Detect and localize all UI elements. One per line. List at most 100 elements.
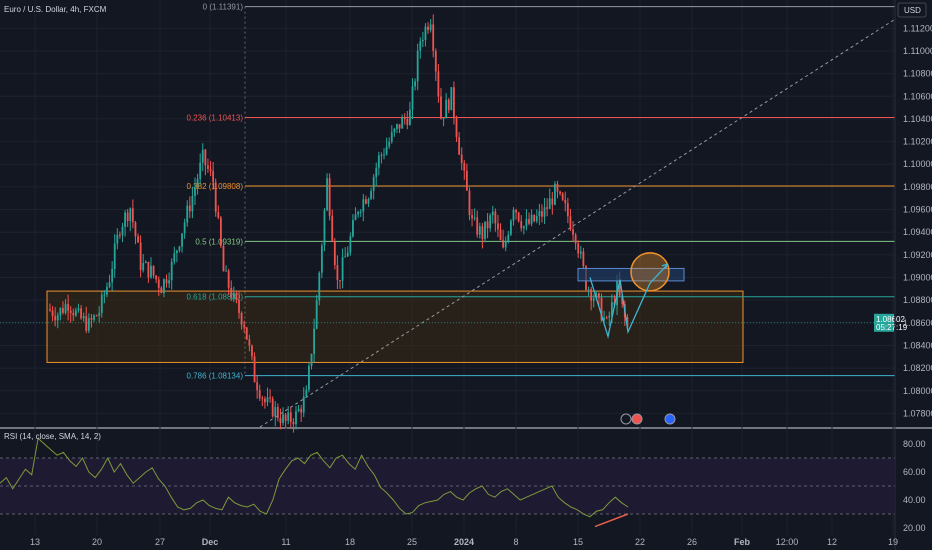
fib-level-label: 0.236 (1.10413) — [187, 113, 244, 122]
candle-body — [173, 253, 176, 262]
candle-body — [421, 39, 424, 42]
time-tick-label: 20 — [92, 537, 102, 547]
rsi-tick-label: 80.00 — [903, 439, 926, 449]
candle-body — [93, 315, 95, 320]
candle-body — [232, 292, 235, 298]
candle-body — [331, 215, 334, 242]
candle-body — [243, 324, 246, 328]
candle-body — [442, 118, 445, 120]
event-marker-icon — [631, 413, 643, 425]
candle-body — [437, 71, 440, 97]
candle-body — [468, 190, 471, 216]
candle-body — [339, 280, 341, 282]
candle-body — [484, 221, 486, 239]
candle-body — [227, 270, 230, 288]
candle-body — [432, 24, 435, 51]
candle-body — [380, 154, 383, 156]
candle-body — [434, 50, 437, 72]
time-tick-label: 13 — [30, 537, 40, 547]
candle-body — [344, 256, 347, 258]
candle-body — [326, 178, 328, 211]
candle-body — [323, 210, 326, 246]
time-tick-label: Dec — [202, 537, 219, 547]
candle-body — [515, 209, 517, 213]
candle-body — [525, 218, 528, 227]
candle-body — [282, 414, 284, 423]
candle-body — [308, 365, 310, 390]
time-tick-label: 2024 — [454, 537, 474, 547]
candle-body — [212, 171, 215, 183]
candle-body — [419, 41, 422, 51]
candle-body — [62, 308, 64, 313]
candle-body — [225, 270, 227, 272]
candle-body — [572, 229, 574, 235]
candle-body — [121, 226, 124, 236]
candle-body — [235, 292, 238, 300]
candle-body — [129, 208, 132, 222]
time-axis[interactable]: 13 20 27 Dec 11 18 25 2024 8 15 22 26 Feb 12:00 12 19 — [30, 537, 898, 547]
candle-body — [67, 304, 70, 311]
candle-body — [302, 396, 305, 413]
candle-body — [175, 250, 178, 254]
price-tick-label: 1.10400 — [903, 114, 932, 124]
candle-body — [447, 99, 450, 111]
candle-body — [478, 226, 481, 235]
candle-body — [98, 313, 101, 316]
candle-body — [465, 170, 468, 191]
candle-body — [139, 242, 142, 271]
candle-body — [349, 236, 352, 253]
event-marker-icon — [620, 413, 632, 425]
candle-body — [528, 218, 530, 224]
time-tick-label: Feb — [734, 537, 751, 547]
fib-level-label: 0.786 (1.08134) — [187, 372, 244, 381]
currency-badge[interactable] — [897, 2, 927, 18]
candle-body — [100, 294, 103, 314]
candle-body — [608, 315, 611, 318]
candle-body — [499, 229, 502, 240]
price-tick-label: 1.08200 — [903, 363, 932, 373]
candle-body — [579, 251, 582, 254]
time-tick-label: 12 — [827, 537, 837, 547]
candle-body — [256, 382, 259, 391]
candle-body — [85, 316, 88, 331]
candle-body — [512, 209, 515, 221]
candle-body — [165, 279, 168, 284]
candle-body — [178, 246, 181, 251]
candle-body — [150, 265, 152, 278]
support-zone-rect — [46, 290, 744, 363]
candle-body — [315, 300, 318, 329]
candle-body — [313, 328, 316, 355]
candle-body — [561, 193, 564, 200]
time-tick-label: 15 — [573, 537, 583, 547]
candle-body — [320, 245, 323, 273]
candle-body — [191, 195, 194, 212]
candle-body — [543, 207, 546, 217]
candle-body — [393, 128, 396, 133]
currency-label: USD — [904, 6, 921, 15]
candle-body — [364, 199, 367, 204]
candle-body — [217, 211, 220, 218]
candle-body — [352, 220, 354, 237]
candle-body — [152, 265, 155, 276]
fib-level-label: 0 (1.11391) — [203, 3, 244, 12]
candle-body — [289, 412, 292, 423]
candle-body — [119, 234, 121, 236]
candle-body — [305, 389, 308, 397]
candle-body — [559, 191, 561, 194]
candle-body — [548, 198, 551, 209]
candle-body — [377, 155, 380, 168]
candle-body — [111, 268, 114, 283]
candle-body — [137, 236, 139, 243]
candle-body — [271, 398, 274, 417]
candle-body — [240, 312, 243, 325]
event-marker-icon — [664, 413, 676, 425]
candle-body — [367, 199, 370, 204]
candle-body — [587, 289, 590, 291]
candle-body — [406, 118, 409, 125]
projection-path — [589, 263, 669, 339]
candle-body — [77, 308, 80, 311]
candle-body — [546, 207, 549, 209]
candle-body — [450, 87, 453, 111]
candle-body — [168, 280, 171, 284]
